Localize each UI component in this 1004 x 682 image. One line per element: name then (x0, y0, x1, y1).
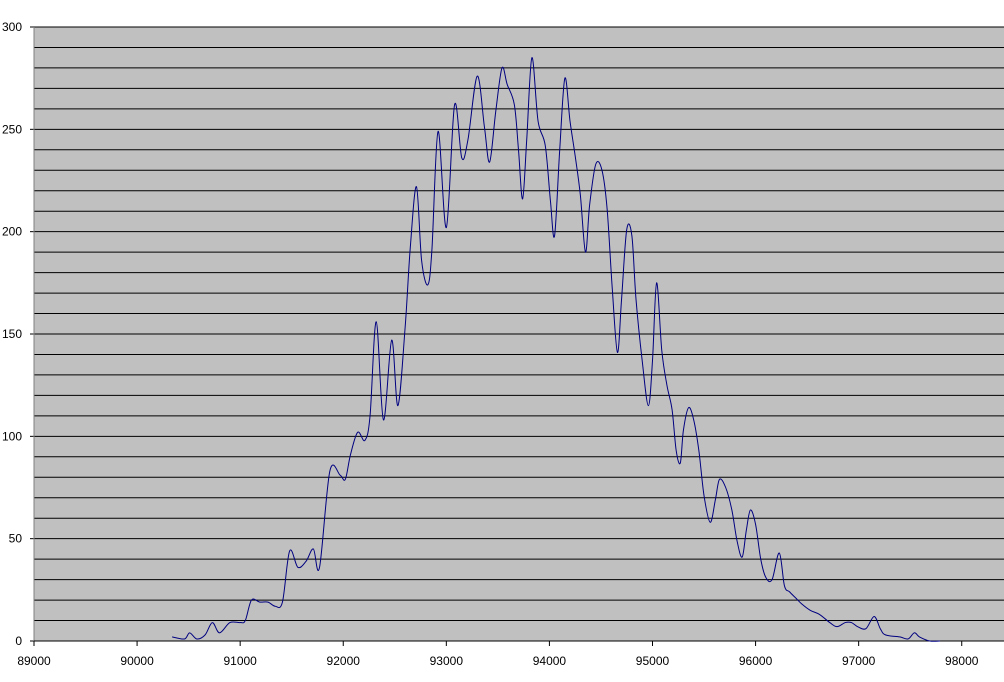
y-tick-label: 250 (2, 122, 22, 136)
y-tick-label: 100 (2, 429, 22, 443)
x-tick-label: 94000 (533, 654, 567, 668)
x-tick-label: 91000 (223, 654, 257, 668)
x-tick-label: 98000 (945, 654, 979, 668)
y-tick-label: 300 (2, 20, 22, 34)
x-tick-label: 90000 (120, 654, 154, 668)
y-tick-label: 150 (2, 327, 22, 341)
x-tick-label: 92000 (327, 654, 361, 668)
y-tick-label: 200 (2, 225, 22, 239)
data-line (172, 57, 941, 642)
x-tick-label: 89000 (17, 654, 51, 668)
y-tick-label: 50 (9, 532, 23, 546)
x-tick-label: 97000 (842, 654, 876, 668)
y-tick-label: 0 (15, 634, 22, 648)
x-tick-label: 93000 (430, 654, 464, 668)
x-tick-label: 95000 (636, 654, 670, 668)
x-tick-label: 96000 (739, 654, 773, 668)
